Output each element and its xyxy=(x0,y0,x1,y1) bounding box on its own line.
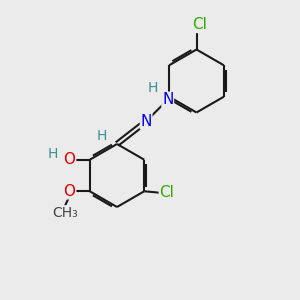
Text: N: N xyxy=(140,114,152,129)
Text: N: N xyxy=(162,92,173,107)
Text: O: O xyxy=(64,184,76,199)
Text: H: H xyxy=(97,129,107,142)
Text: O: O xyxy=(64,152,76,167)
Text: CH₃: CH₃ xyxy=(52,206,78,220)
Text: H: H xyxy=(148,81,158,95)
Text: H: H xyxy=(47,147,58,161)
Text: Cl: Cl xyxy=(192,17,207,32)
Text: Cl: Cl xyxy=(159,185,174,200)
